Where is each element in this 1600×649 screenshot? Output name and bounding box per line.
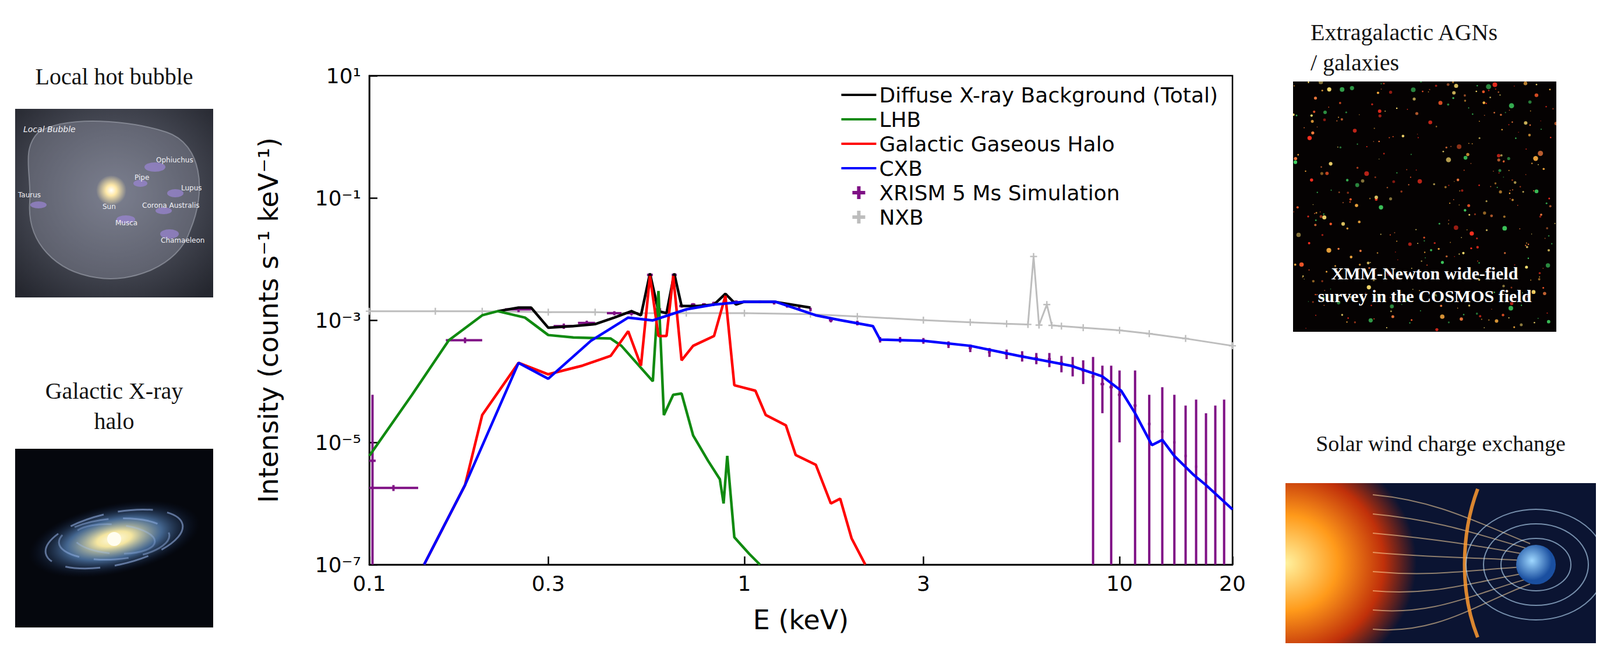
svg-text:Ophiuchus: Ophiuchus xyxy=(156,156,194,165)
svg-text:10: 10 xyxy=(1106,571,1133,596)
svg-text:Local Bubble: Local Bubble xyxy=(23,124,76,134)
svg-text:20: 20 xyxy=(1219,571,1246,596)
html-text:Galactic X-ray halo: Galactic X-ray halo xyxy=(45,378,184,435)
svg-text:XRISM 5 Ms Simulation: XRISM 5 Ms Simulation xyxy=(878,181,1120,206)
svg-text:10⁻⁷: 10⁻⁷ xyxy=(314,553,362,577)
svg-text:1: 1 xyxy=(737,571,752,596)
svg-text:Musca: Musca xyxy=(115,219,138,228)
svg-text:NXB: NXB xyxy=(878,205,924,230)
html-text:Solar wind charge exchange: Solar wind charge exchange xyxy=(1315,431,1566,457)
svg-text:3: 3 xyxy=(916,571,931,596)
svg-text:10¹: 10¹ xyxy=(326,64,362,88)
html-text:Local hot bubble: Local hot bubble xyxy=(35,63,194,90)
svg-text:Pipe: Pipe xyxy=(134,173,150,182)
svg-text:E (keV): E (keV) xyxy=(753,604,849,637)
svg-text:0.3: 0.3 xyxy=(531,571,565,596)
svg-text:0.1: 0.1 xyxy=(352,571,386,596)
svg-text:Diffuse X-ray Background (Tota: Diffuse X-ray Background (Total) xyxy=(878,83,1218,108)
html-text:Extragalactic AGNs / galaxies: Extragalactic AGNs / galaxies xyxy=(1310,19,1498,76)
svg-text:10⁻³: 10⁻³ xyxy=(315,308,362,333)
svg-text:10⁻¹: 10⁻¹ xyxy=(315,186,362,211)
html-text:XMM-Newton wide-field survey i: XMM-Newton wide-field survey in the COSM… xyxy=(1317,263,1532,306)
svg-text:Sun: Sun xyxy=(102,202,116,211)
svg-text:10⁻⁵: 10⁻⁵ xyxy=(315,431,362,455)
svg-text:Taurus: Taurus xyxy=(17,191,41,200)
svg-text:Chamaeleon: Chamaeleon xyxy=(160,236,205,245)
svg-text:CXB: CXB xyxy=(878,156,923,181)
svg-text:Corona Australis: Corona Australis xyxy=(142,201,200,210)
svg-text:Intensity (counts s⁻¹ keV⁻¹): Intensity (counts s⁻¹ keV⁻¹) xyxy=(252,137,285,504)
svg-text:Galactic Gaseous Halo: Galactic Gaseous Halo xyxy=(878,132,1115,157)
svg-text:Lupus: Lupus xyxy=(181,184,203,193)
svg-text:LHB: LHB xyxy=(878,107,921,132)
